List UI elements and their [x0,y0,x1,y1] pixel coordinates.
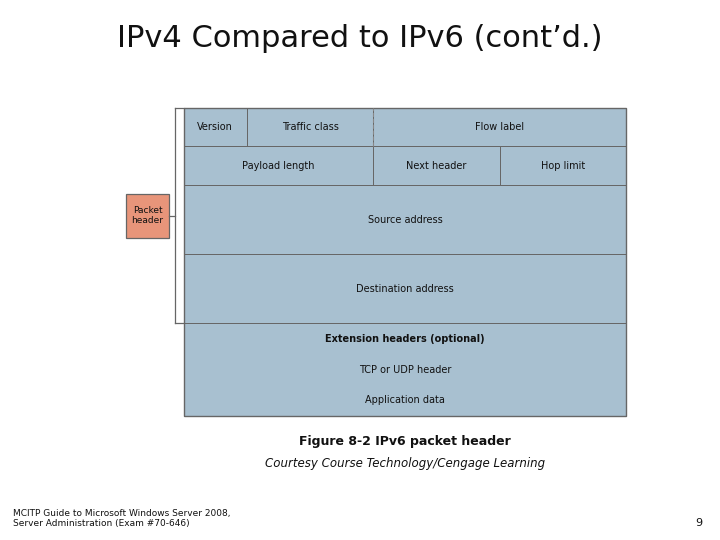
Text: Next header: Next header [407,161,467,171]
Text: MCITP Guide to Microsoft Windows Server 2008,
Server Administration (Exam #70-64: MCITP Guide to Microsoft Windows Server … [13,509,230,528]
Text: Extension headers (optional): Extension headers (optional) [325,334,485,344]
Text: Application data: Application data [365,395,445,406]
Text: Version: Version [197,122,233,132]
Text: Payload length: Payload length [242,161,315,171]
Text: Figure 8-2 IPv6 packet header: Figure 8-2 IPv6 packet header [299,435,511,448]
Text: Hop limit: Hop limit [541,161,585,171]
Text: IPv4 Compared to IPv6 (cont’d.): IPv4 Compared to IPv6 (cont’d.) [117,24,603,53]
Text: Source address: Source address [368,214,442,225]
Text: Courtesy Course Technology/Cengage Learning: Courtesy Course Technology/Cengage Learn… [265,457,545,470]
Text: Destination address: Destination address [356,284,454,294]
Text: Packet
header: Packet header [132,206,163,225]
Text: Traffic class: Traffic class [282,122,338,132]
Text: Flow label: Flow label [475,122,524,132]
Text: TCP or UDP header: TCP or UDP header [359,364,451,375]
Text: 9: 9 [695,518,702,528]
